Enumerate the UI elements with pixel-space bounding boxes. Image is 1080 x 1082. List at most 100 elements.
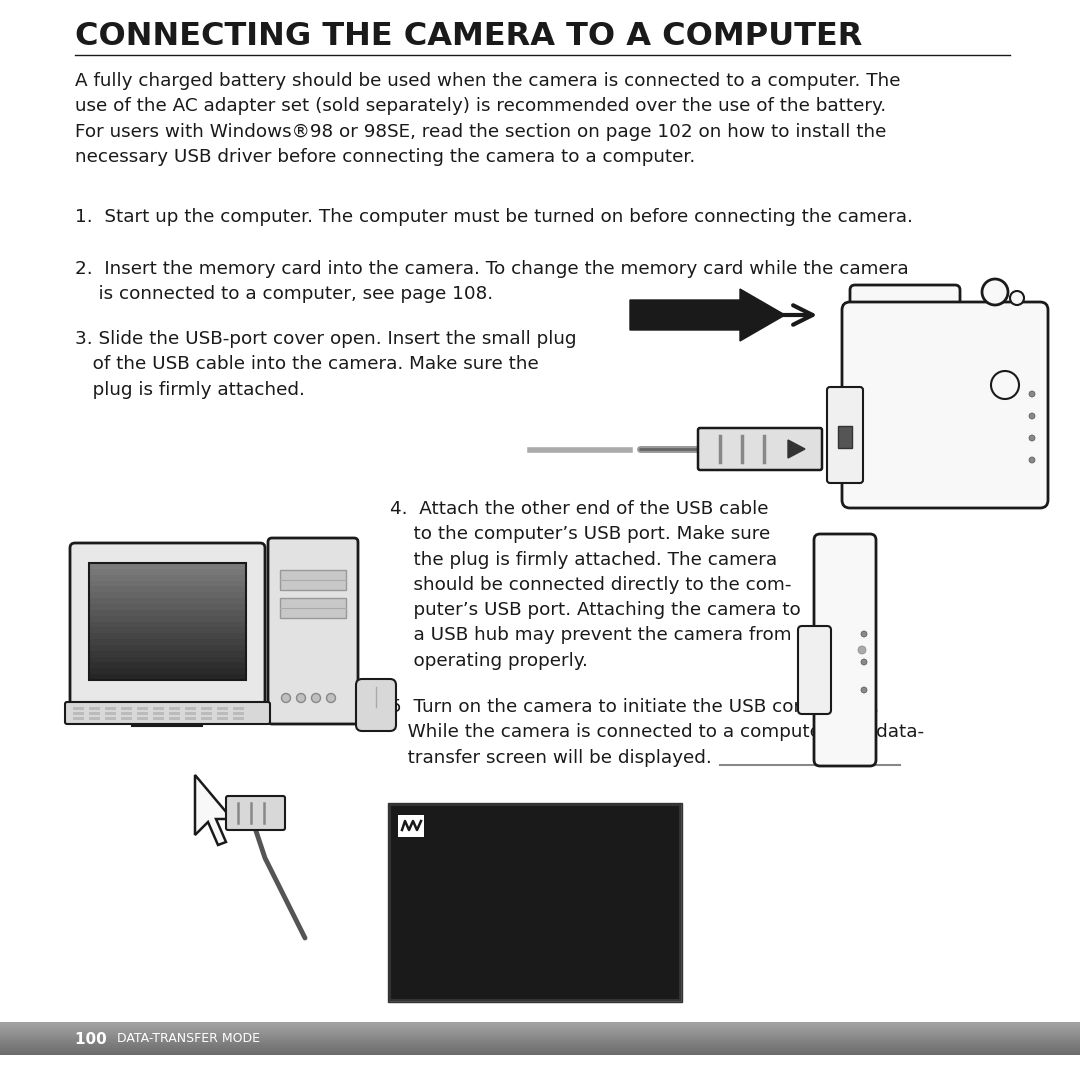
Bar [89, 650, 246, 657]
Bar [89, 568, 246, 575]
Bar [0, 1054, 1080, 1055]
Circle shape [1029, 391, 1035, 397]
Bar [153, 712, 164, 715]
Text: CONNECTING THE CAMERA TO A COMPUTER: CONNECTING THE CAMERA TO A COMPUTER [75, 21, 862, 52]
FancyBboxPatch shape [356, 679, 396, 731]
Bar [0, 1029, 1080, 1030]
Bar [168, 712, 180, 715]
Bar [838, 426, 852, 448]
Circle shape [311, 694, 321, 702]
Circle shape [297, 694, 306, 702]
Bar [0, 1048, 1080, 1050]
Bar [89, 674, 246, 679]
Bar [0, 1030, 1080, 1031]
Circle shape [1029, 457, 1035, 463]
Bar [89, 662, 246, 669]
FancyBboxPatch shape [850, 285, 960, 324]
Bar [0, 1025, 1080, 1026]
Circle shape [1010, 291, 1024, 305]
Bar [89, 621, 246, 628]
Text: 1.  Start up the computer. The computer must be turned on before connecting the : 1. Start up the computer. The computer m… [75, 208, 913, 226]
Bar [89, 609, 246, 616]
Bar [201, 707, 212, 710]
Polygon shape [788, 440, 805, 458]
Bar [185, 707, 195, 710]
Bar [0, 1045, 1080, 1046]
Circle shape [991, 371, 1020, 399]
Circle shape [858, 646, 866, 654]
Bar [233, 712, 244, 715]
Bar [0, 1027, 1080, 1028]
Circle shape [282, 694, 291, 702]
Bar [73, 716, 84, 720]
Polygon shape [195, 775, 232, 845]
Bar [73, 707, 84, 710]
Bar [89, 638, 246, 645]
Bar [0, 1033, 1080, 1034]
Bar [105, 707, 116, 710]
Bar [0, 1046, 1080, 1047]
Bar [0, 1043, 1080, 1044]
Bar [0, 1050, 1080, 1051]
Bar [280, 570, 346, 590]
Bar [233, 716, 244, 720]
Bar [89, 716, 100, 720]
FancyArrow shape [630, 289, 785, 341]
Bar [89, 585, 246, 592]
Bar [0, 1031, 1080, 1032]
Bar [89, 580, 246, 586]
Circle shape [861, 631, 867, 637]
FancyBboxPatch shape [698, 428, 822, 470]
Bar [0, 1053, 1080, 1054]
Bar [0, 1026, 1080, 1027]
Bar [185, 716, 195, 720]
Text: 5  Turn on the camera to initiate the USB connection.
   While the camera is con: 5 Turn on the camera to initiate the USB… [390, 698, 924, 766]
Bar [280, 598, 346, 618]
Bar [0, 1051, 1080, 1052]
Bar [201, 716, 212, 720]
Bar [399, 815, 424, 837]
Bar [0, 1032, 1080, 1033]
Text: 2.  Insert the memory card into the camera. To change the memory card while the : 2. Insert the memory card into the camer… [75, 260, 908, 303]
Bar [105, 716, 116, 720]
FancyBboxPatch shape [268, 538, 357, 724]
Circle shape [861, 687, 867, 692]
Bar [89, 656, 246, 662]
Bar [0, 1037, 1080, 1038]
Circle shape [861, 659, 867, 665]
Bar [89, 604, 246, 610]
Bar [0, 1044, 1080, 1045]
Text: 4.  Attach the other end of the USB cable
    to the computer’s USB port. Make s: 4. Attach the other end of the USB cable… [390, 500, 800, 670]
FancyBboxPatch shape [798, 626, 831, 714]
Bar [137, 712, 148, 715]
Bar [217, 716, 228, 720]
Bar [89, 645, 246, 650]
Circle shape [1029, 413, 1035, 419]
Bar [89, 563, 246, 679]
Bar [0, 1035, 1080, 1037]
Bar [217, 712, 228, 715]
Bar [121, 716, 132, 720]
FancyBboxPatch shape [65, 702, 270, 724]
Bar [89, 563, 246, 569]
Bar [217, 707, 228, 710]
Bar [0, 1022, 1080, 1024]
Bar [89, 616, 246, 621]
Bar [89, 707, 100, 710]
Bar [168, 716, 180, 720]
Bar [89, 668, 246, 674]
Bar [0, 1041, 1080, 1042]
Bar [0, 1047, 1080, 1048]
Bar [137, 707, 148, 710]
Text: 3. Slide the USB-port cover open. Insert the small plug
   of the USB cable into: 3. Slide the USB-port cover open. Insert… [75, 330, 577, 398]
Text: 100: 100 [75, 1031, 122, 1046]
Bar [0, 1039, 1080, 1040]
Bar [89, 633, 246, 639]
Bar [73, 712, 84, 715]
Bar [0, 1028, 1080, 1029]
Bar [0, 1024, 1080, 1025]
Bar [153, 707, 164, 710]
FancyBboxPatch shape [70, 543, 265, 705]
Circle shape [982, 279, 1008, 305]
Bar [0, 1040, 1080, 1041]
